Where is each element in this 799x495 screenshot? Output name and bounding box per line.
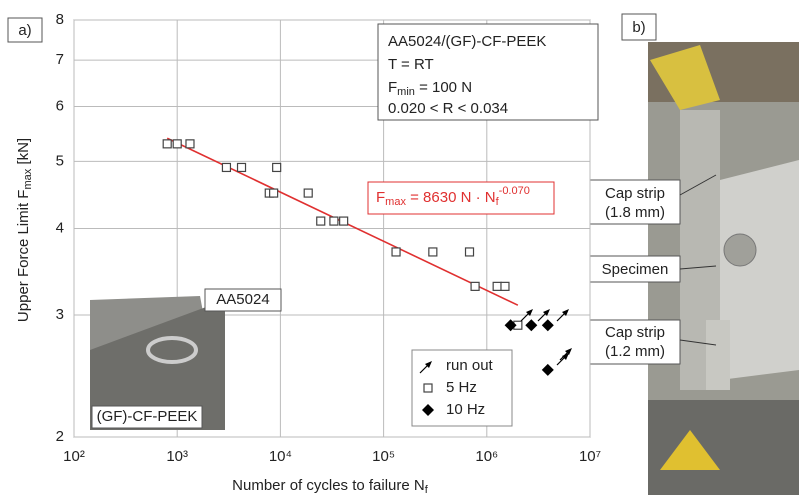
runout-arrowhead <box>565 348 572 355</box>
data-point <box>470 281 480 291</box>
x-tick-label: 10⁴ <box>269 448 292 465</box>
y-axis-title-sub: max <box>22 168 34 189</box>
x-tick-label: 10² <box>63 448 85 465</box>
panel-label: b) <box>632 19 645 36</box>
x-tick-label: 10⁷ <box>579 448 601 465</box>
data-point <box>339 216 349 226</box>
y-tick-label: 7 <box>56 51 64 68</box>
data-point <box>272 162 282 173</box>
y-tick-label: 4 <box>56 219 64 236</box>
fit-label-part: = 8630 N · N <box>406 189 496 206</box>
panel-label: a) <box>18 22 31 39</box>
data-point <box>541 363 554 376</box>
x-tick-label: 10⁶ <box>475 448 498 465</box>
fit-label-part: F <box>376 189 385 206</box>
data-point <box>504 319 517 332</box>
y-tick-label: 2 <box>56 428 64 445</box>
y-tick-label: 5 <box>56 152 64 169</box>
inset-label: AA5024 <box>216 291 269 308</box>
info-text: 0.020 < R < 0.034 <box>388 100 508 117</box>
runout-arrowhead <box>562 353 569 360</box>
y-tick-label: 8 <box>56 11 64 28</box>
fit-label: Fmax = 8630 N · Nf-0.070 <box>376 185 530 208</box>
info-text-part: min <box>397 86 415 98</box>
x-tick-label: 10⁵ <box>372 448 395 465</box>
legend-marker <box>423 383 433 393</box>
runout-arrowhead <box>562 309 569 316</box>
inset-photo <box>146 336 198 364</box>
y-tick-label: 3 <box>56 306 64 323</box>
legend-label: 10 Hz <box>446 401 485 418</box>
info-text: T = RT <box>388 56 434 73</box>
data-point <box>541 319 554 332</box>
photo-label: Cap strip <box>605 324 665 341</box>
info-text: Fmin = 100 N <box>388 79 472 98</box>
y-axis-title-text: Upper Force Limit F <box>15 190 32 323</box>
legend-label: run out <box>446 357 494 374</box>
inset-label-box <box>91 405 203 429</box>
inset-photo <box>90 300 225 430</box>
runout-arrowhead <box>543 309 550 316</box>
data-point <box>185 139 195 149</box>
data-point <box>172 139 182 149</box>
fit-label-box <box>367 181 555 215</box>
photo-label: Specimen <box>602 261 669 278</box>
info-text-part: F <box>388 79 397 96</box>
data-point <box>162 139 172 149</box>
x-axis-title-text: Number of cycles to failure N <box>232 477 425 494</box>
data-point <box>236 162 247 173</box>
fit-label-part: -0.070 <box>499 185 530 197</box>
runout-arrowhead <box>425 361 432 368</box>
fit-label-part: max <box>385 196 406 208</box>
legend-label: 5 Hz <box>446 379 477 396</box>
y-axis-title-unit: [kN] <box>15 138 32 169</box>
panel-label-box <box>621 13 657 41</box>
data-point <box>269 188 279 198</box>
x-axis-title: Number of cycles to failure Nf <box>232 477 429 495</box>
data-point <box>303 188 313 198</box>
data-point <box>329 216 339 226</box>
info-text-part: = 100 N <box>415 79 472 96</box>
data-point <box>428 247 438 257</box>
data-point <box>500 281 510 291</box>
inset-label: (GF)-CF-PEEK <box>97 408 198 425</box>
data-point <box>464 247 475 257</box>
photo-label: (1.2 mm) <box>605 343 665 360</box>
photo-label: (1.8 mm) <box>605 204 665 221</box>
inset-label-box <box>204 288 282 312</box>
data-point <box>525 319 538 332</box>
data-point <box>316 216 326 226</box>
fit-label-part: f <box>496 196 500 208</box>
data-point <box>221 162 232 173</box>
data-point <box>391 247 401 257</box>
y-tick-label: 6 <box>56 98 64 115</box>
x-tick-label: 10³ <box>166 448 188 465</box>
x-axis-title-sub: f <box>425 484 429 495</box>
y-axis-title: Upper Force Limit Fmax [kN] <box>15 138 34 322</box>
photo-callouts: Cap strip (1.8 mm) Specimen Cap strip (1… <box>589 174 717 365</box>
photo-label: Cap strip <box>605 185 665 202</box>
info-box <box>377 23 599 121</box>
data-point <box>492 281 502 291</box>
panel-label-box <box>7 17 43 43</box>
photo <box>648 42 799 495</box>
runout-arrowhead <box>526 309 533 316</box>
info-text: AA5024/(GF)-CF-PEEK <box>388 33 546 50</box>
legend-marker <box>422 404 434 416</box>
